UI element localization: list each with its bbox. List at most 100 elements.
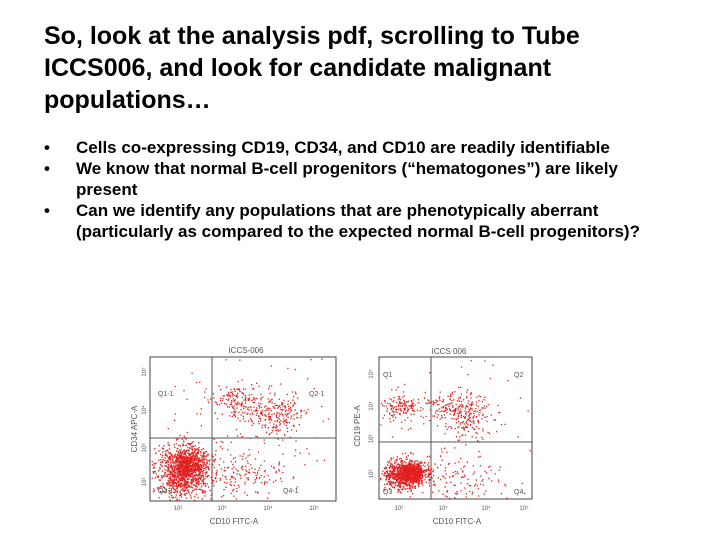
event-dot [162,451,164,453]
event-dot [461,406,463,408]
event-dot [198,467,201,469]
event-dot [286,422,288,424]
event-dot [249,454,251,456]
x-tick: 10⁴ [481,505,491,512]
event-dot [167,479,169,481]
event-dot [245,465,247,468]
event-dot [221,448,224,450]
event-dot [184,470,186,472]
event-dot [466,483,469,485]
event-dot [191,449,194,452]
event-dot [413,476,415,479]
event-dot [200,474,202,476]
event-dot [396,401,398,403]
event-dot [196,482,198,484]
event-dot [201,467,203,469]
event-dot [247,399,250,401]
event-dot [393,476,395,478]
event-dot [207,466,209,468]
event-dot [266,407,268,409]
event-dot [222,495,225,497]
event-dot [420,415,422,417]
event-dot [384,472,386,474]
event-dot [264,426,267,428]
event-dot [263,460,265,462]
event-dot [191,472,193,474]
event-dot [402,453,404,455]
event-dot [179,475,181,477]
event-dot [415,482,417,484]
event-dot [235,411,237,413]
event-dot [405,404,407,406]
event-dot [204,471,206,474]
event-dot [230,389,232,391]
event-dot [235,428,238,431]
event-dot [195,479,197,481]
event-dot [224,467,226,469]
event-dot [230,403,233,405]
event-dot [412,470,414,472]
event-dot [253,397,255,399]
event-dot [412,475,414,477]
event-dot [276,407,279,409]
event-dot [453,418,455,420]
event-dot [269,422,271,424]
event-dot [182,472,185,474]
event-dot [392,466,395,468]
event-dot [180,496,182,498]
event-dot [198,447,200,449]
event-dot [490,414,492,416]
event-dot [205,451,207,453]
event-dot [187,480,190,483]
event-dot [234,415,236,417]
event-dot [171,454,173,456]
event-dot [186,478,188,480]
event-dot [398,480,401,482]
event-dot [418,471,420,473]
event-dot [178,499,181,501]
event-dot [407,463,410,466]
event-dot [452,410,454,412]
event-dot [393,467,396,469]
quadrant-label: Q1 [383,372,392,379]
event-dot [207,475,209,477]
event-dot [459,405,461,407]
event-dot [400,399,402,401]
event-dot [163,473,166,476]
event-dot [192,477,194,479]
y-tick: 10³ [142,444,148,453]
event-dot [412,472,415,474]
event-dot [420,472,422,474]
event-dot [255,410,257,412]
event-dot [188,454,190,456]
event-dot [168,477,170,479]
event-dot [185,487,187,490]
event-dot [398,473,400,475]
event-dot [410,473,412,475]
event-dot [440,455,442,457]
event-dot [175,482,177,484]
event-dot [171,466,173,468]
event-dot [411,480,414,482]
event-dot [455,403,457,406]
event-dot [205,464,207,466]
event-dot [237,401,239,403]
x-tick: 10⁴ [263,505,273,512]
event-dot [258,415,260,417]
event-dot [484,407,486,409]
event-dot [171,478,173,481]
event-dot [426,456,428,458]
event-dot [194,484,196,486]
event-dot [238,403,240,405]
event-dot [398,489,400,491]
event-dot [286,393,288,396]
event-dot [170,479,172,481]
event-dot [213,466,215,469]
event-dot [180,462,182,464]
event-dot [232,475,234,478]
event-dot [276,419,279,421]
event-dot [236,435,239,437]
event-dot [185,463,187,465]
event-dot [284,407,286,409]
event-dot [184,468,186,470]
